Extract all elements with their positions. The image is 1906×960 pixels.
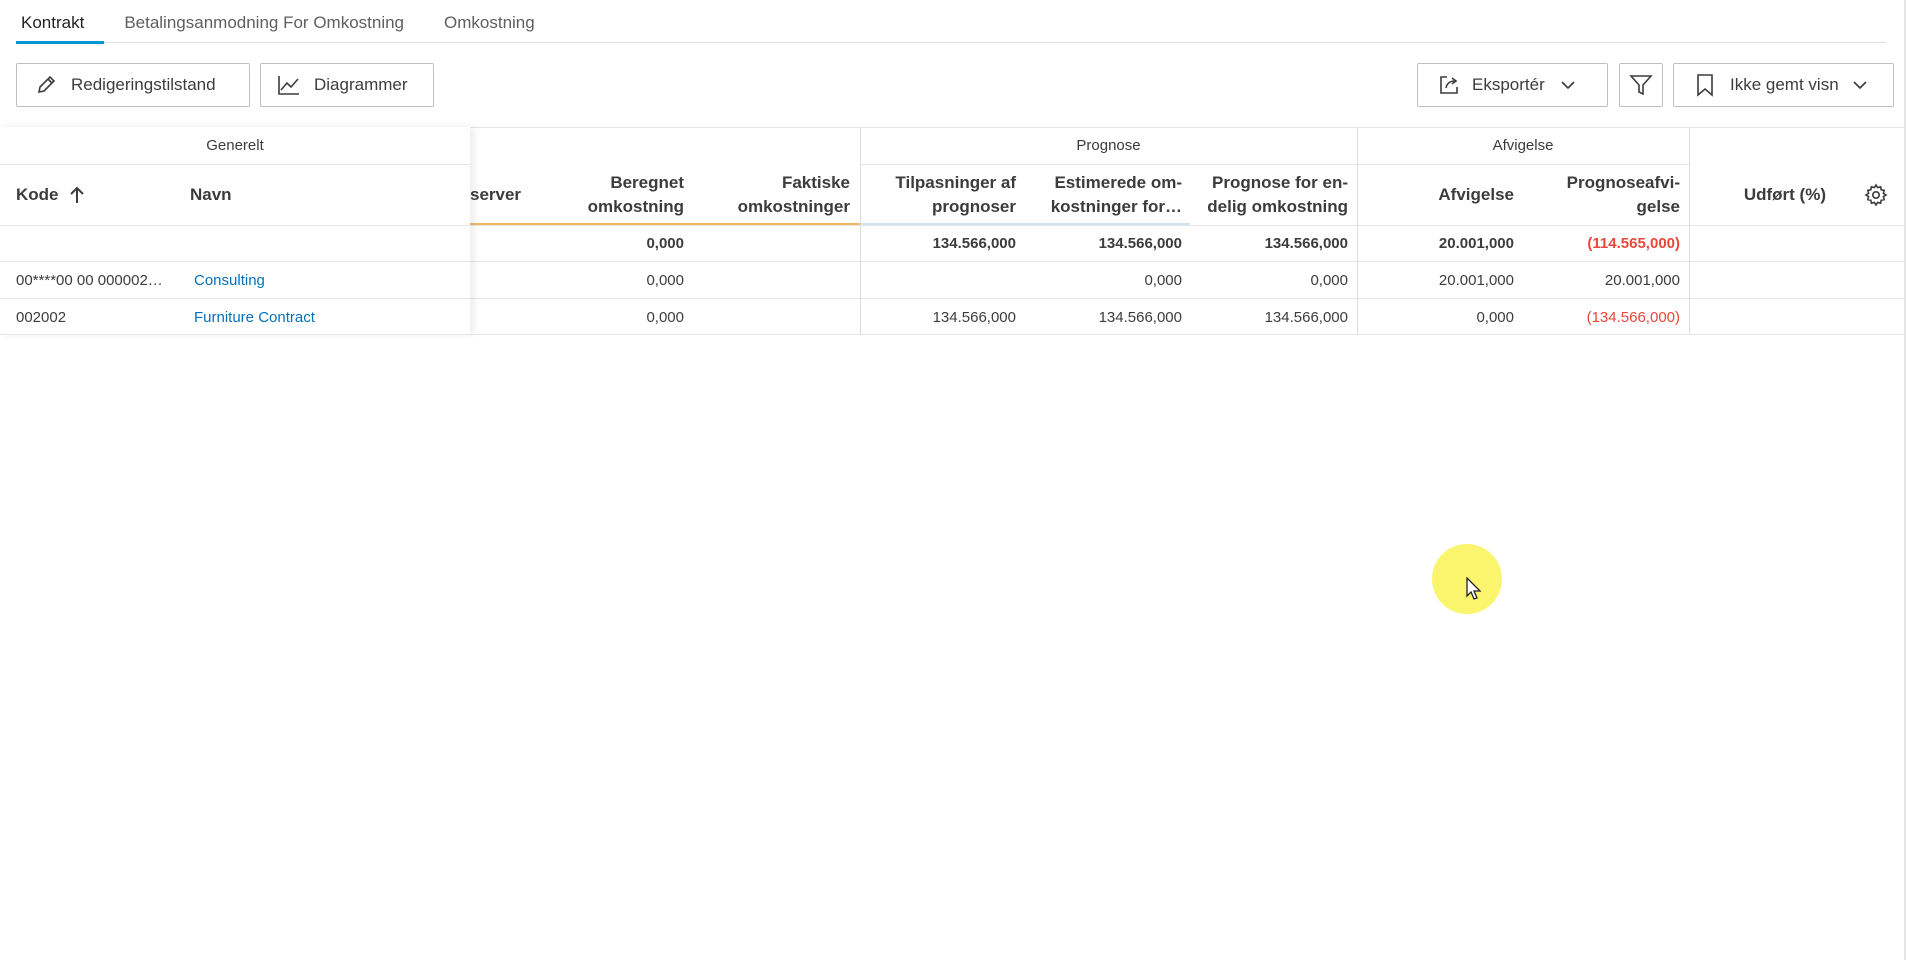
chevron-down-icon	[1847, 72, 1873, 98]
column-header-code-label: Kode	[16, 185, 59, 204]
column-header-deviation[interactable]: Afvigelse	[1438, 185, 1514, 204]
bookmark-icon	[1692, 72, 1718, 98]
group-header-forecast: Prognose	[860, 127, 1357, 165]
charts-label: Diagrammer	[314, 75, 408, 94]
filter-icon	[1628, 72, 1654, 98]
pencil-icon	[33, 72, 59, 98]
column-header-forecast-deviation[interactable]: Prognoseafvi- gelse	[1530, 165, 1680, 225]
column-header-line: delig omkostning	[1207, 197, 1348, 216]
table-bottom-border	[0, 334, 470, 335]
frozen-columns: Generelt Kode Navn 00****00 00 000002… C…	[0, 127, 470, 335]
column-header-code[interactable]: Kode	[16, 165, 136, 225]
cell-estimated-cost[interactable]: 134.566,000	[1098, 309, 1182, 326]
cell-estimated-cost[interactable]: 0,000	[1144, 272, 1182, 289]
column-header-done-pct[interactable]: Udført (%)	[1743, 185, 1826, 204]
cell-forecast-deviation[interactable]: 20.001,000	[1604, 272, 1680, 289]
column-header-forecast-final[interactable]: Prognose for en- delig omkostning	[1190, 165, 1348, 225]
column-header-line: Prognoseafvi-	[1566, 173, 1680, 192]
column-header-line: Tilpasninger af	[895, 173, 1016, 192]
column-header-calc-cost[interactable]: Beregnet omkostning	[560, 165, 684, 225]
tab-kontrakt[interactable]: Kontrakt	[16, 0, 105, 44]
column-header-line: Estimerede om-	[1054, 173, 1182, 192]
column-header-actual-cost[interactable]: Faktiske omkostninger	[700, 165, 850, 225]
sort-ascending-icon	[69, 186, 85, 204]
table-bottom-border	[0, 334, 1906, 335]
group-divider	[1689, 127, 1690, 334]
total-forecast-final: 134.566,000	[1264, 235, 1348, 252]
export-label: Eksportér	[1472, 75, 1545, 94]
cell-deviation[interactable]: 0,000	[1476, 309, 1514, 326]
filter-button[interactable]	[1619, 63, 1663, 107]
tab-betalingsanmodning[interactable]: Betalingsanmodning For Omkostning	[124, 13, 405, 32]
cell-forecast-final[interactable]: 0,000	[1310, 272, 1348, 289]
edit-mode-button[interactable]: Redigeringstilstand	[16, 63, 250, 107]
total-calc-cost: 0,000	[646, 235, 684, 252]
mouse-pointer-icon	[1466, 576, 1482, 606]
charts-button[interactable]: Diagrammer	[260, 63, 434, 107]
gear-icon[interactable]	[1864, 183, 1890, 209]
cell-forecast-final[interactable]: 134.566,000	[1264, 309, 1348, 326]
cell-forecast-adjust[interactable]: 134.566,000	[932, 309, 1016, 326]
group-divider	[860, 127, 861, 334]
column-header-line: omkostninger	[737, 197, 850, 216]
cell-code[interactable]: 002002	[16, 309, 67, 326]
total-estimated-cost: 134.566,000	[1098, 235, 1182, 252]
column-header-accent	[860, 223, 1190, 225]
saved-view-button[interactable]: Ikke gemt visn	[1673, 63, 1894, 107]
column-header-line: Prognose for en-	[1211, 173, 1348, 192]
saved-view-label: Ikke gemt visn	[1730, 75, 1839, 94]
edit-mode-label: Redigeringstilstand	[71, 75, 216, 94]
window-edge	[1904, 0, 1906, 960]
cell-calc-cost[interactable]: 0,000	[646, 309, 684, 326]
chevron-down-icon	[1555, 72, 1581, 98]
total-deviation: 20.001,000	[1438, 235, 1514, 252]
cell-deviation[interactable]: 20.001,000	[1438, 272, 1514, 289]
header-bottom-border	[0, 225, 1906, 226]
column-header-line: omkostning	[587, 197, 684, 216]
column-header-accent	[470, 223, 860, 225]
table-top-border	[0, 127, 1906, 128]
header-bottom-border	[0, 225, 470, 226]
row-divider	[0, 298, 1906, 299]
total-forecast-deviation: (114.565,000)	[1587, 235, 1680, 252]
totals-bottom-border	[0, 261, 470, 262]
column-header-line: gelse	[1636, 197, 1680, 216]
group-divider	[1357, 127, 1358, 334]
cell-calc-cost[interactable]: 0,000	[646, 272, 684, 289]
cell-forecast-deviation[interactable]: (134.566,000)	[1586, 309, 1680, 326]
group-header-general: Generelt	[0, 127, 470, 165]
line-chart-icon	[276, 72, 302, 98]
total-forecast-adjust: 134.566,000	[932, 235, 1016, 252]
column-header-estimated-cost[interactable]: Estimerede om- kostninger for…	[1030, 165, 1182, 225]
column-header-line: Faktiske	[781, 173, 850, 192]
column-header-line: Beregnet	[610, 173, 684, 192]
group-header-deviation: Afvigelse	[1357, 127, 1689, 165]
column-header-name[interactable]: Navn	[190, 185, 232, 204]
contract-link-furniture[interactable]: Furniture Contract	[194, 309, 315, 326]
export-button[interactable]: Eksportér	[1417, 63, 1608, 107]
column-header-reserved[interactable]: server	[470, 185, 522, 204]
cell-code[interactable]: 00****00 00 000002…	[16, 272, 163, 289]
column-header-line: prognoser	[931, 197, 1016, 216]
tab-omkostning[interactable]: Omkostning	[444, 13, 535, 32]
totals-bottom-border	[0, 261, 1906, 262]
column-header-forecast-adjust[interactable]: Tilpasninger af prognoser	[870, 165, 1016, 225]
row-divider	[0, 298, 470, 299]
column-header-line: kostninger for…	[1050, 197, 1182, 216]
contract-link-consulting[interactable]: Consulting	[194, 272, 265, 289]
export-icon	[1436, 72, 1462, 98]
tab-bar: Kontrakt Betalingsanmodning For Omkostni…	[16, 0, 1886, 44]
